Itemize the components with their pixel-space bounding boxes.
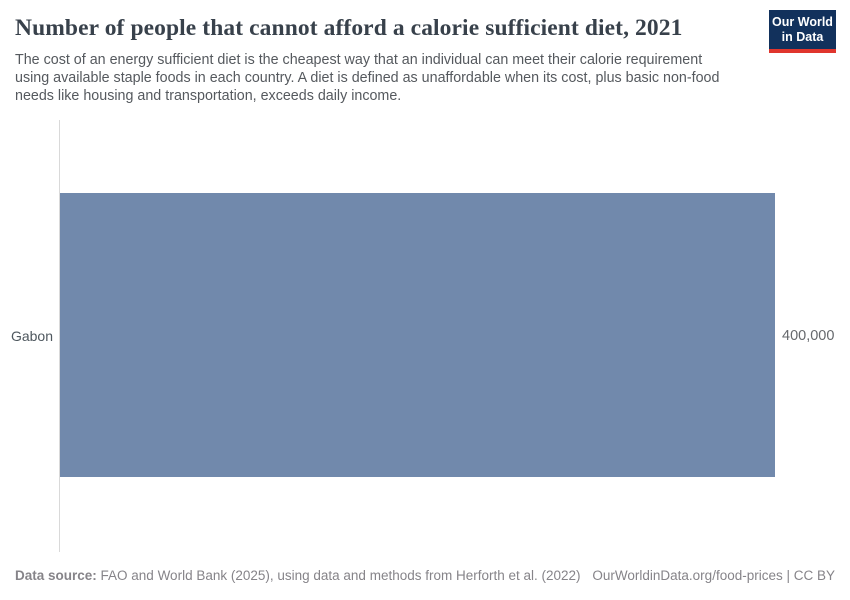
owid-logo-line2: in Data: [781, 29, 824, 44]
y-axis-line: [59, 120, 60, 552]
footer-link[interactable]: OurWorldinData.org/food-prices | CC BY: [592, 568, 835, 583]
data-source: Data source: FAO and World Bank (2025), …: [15, 568, 581, 583]
bar-gabon[interactable]: [60, 193, 775, 477]
category-label-gabon: Gabon: [10, 328, 53, 344]
data-source-text: FAO and World Bank (2025), using data an…: [96, 568, 581, 583]
page-title: Number of people that cannot afford a ca…: [15, 15, 683, 41]
value-label-gabon: 400,000: [782, 328, 835, 344]
owid-logo[interactable]: Our World in Data: [769, 10, 836, 53]
data-source-label: Data source:: [15, 568, 97, 583]
chart-subtitle: The cost of an energy sufficient diet is…: [15, 52, 720, 105]
owid-logo-line1: Our World: [772, 14, 833, 29]
